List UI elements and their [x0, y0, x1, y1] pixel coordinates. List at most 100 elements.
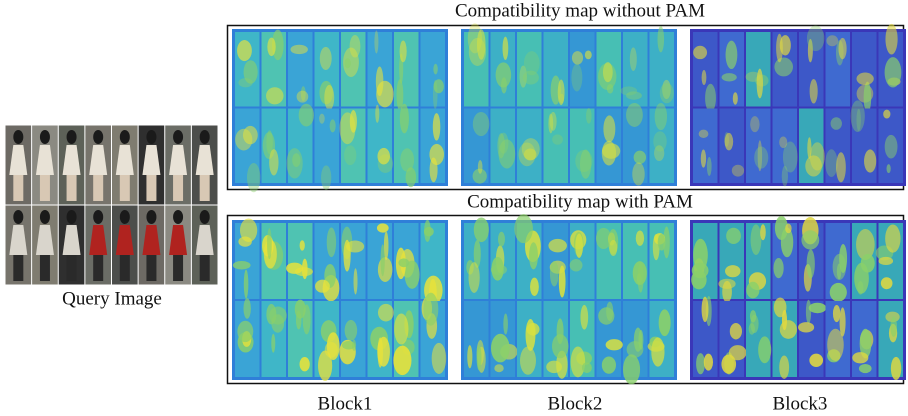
map-blob	[606, 302, 613, 321]
map-blob	[722, 73, 737, 81]
map-blob	[572, 51, 583, 65]
map-blob	[266, 87, 283, 104]
map-blob	[287, 148, 303, 178]
map-blob	[345, 58, 351, 68]
map-blob	[374, 30, 378, 53]
query-legs	[200, 175, 210, 201]
map-blob	[881, 277, 893, 289]
query-legs	[67, 175, 77, 201]
query-head	[200, 130, 210, 144]
map-blob	[702, 70, 707, 85]
map-blob	[430, 157, 438, 182]
map-blob	[423, 293, 438, 326]
map-blob	[552, 334, 568, 358]
map-blob	[550, 261, 559, 286]
map-blob	[350, 35, 361, 58]
map-blob	[701, 150, 706, 168]
map-blob	[634, 151, 646, 164]
query-legs	[67, 255, 77, 281]
map-blob	[320, 47, 332, 70]
block-label: Block1	[318, 393, 373, 414]
block-label: Block3	[773, 393, 828, 414]
map-blob	[885, 135, 898, 159]
map-blob	[837, 264, 841, 280]
query-legs	[40, 175, 50, 201]
map-blob	[602, 141, 616, 166]
map-blob	[750, 310, 756, 322]
map-cell	[288, 223, 313, 299]
map-cell	[623, 223, 648, 299]
map-blob	[297, 91, 309, 103]
map-blob	[807, 26, 825, 52]
map-blob	[705, 84, 716, 112]
map-blob	[400, 104, 409, 134]
map-blob	[659, 309, 671, 336]
query-head	[40, 130, 50, 144]
map-blob	[636, 231, 644, 246]
map-blob	[494, 364, 503, 372]
map-blob	[626, 91, 642, 99]
map-blob	[271, 334, 275, 353]
map-blob	[810, 142, 825, 170]
map-blob	[883, 110, 890, 119]
map-blob	[303, 304, 311, 334]
map-blob	[467, 345, 472, 368]
map-blob	[603, 115, 615, 142]
query-legs	[173, 175, 183, 201]
map-blob	[498, 232, 505, 247]
map-blob	[550, 112, 557, 131]
map-blob	[530, 278, 539, 296]
map-blob	[520, 346, 536, 374]
map-blob	[318, 351, 332, 381]
map-blob	[879, 257, 893, 265]
map-blob	[780, 35, 791, 55]
map-blob	[575, 234, 583, 258]
map-blob	[571, 346, 586, 377]
map-blob	[342, 341, 355, 349]
query-head	[146, 210, 156, 224]
map-blob	[319, 114, 325, 124]
query-head	[40, 210, 50, 224]
map-blob	[626, 103, 643, 127]
map-blob	[785, 224, 791, 234]
map-blob	[559, 265, 566, 297]
map-blob	[725, 265, 740, 277]
map-blob	[580, 305, 588, 330]
map-blob	[885, 57, 902, 87]
map-blob	[780, 320, 797, 339]
map-blob	[760, 224, 766, 240]
map-blob	[243, 298, 250, 319]
map-blob	[468, 23, 482, 53]
map-blob	[375, 105, 379, 123]
map-blob	[497, 133, 505, 158]
map-blob	[725, 133, 734, 151]
map-blob	[658, 234, 666, 251]
map-blob	[376, 67, 384, 97]
map-blob	[864, 149, 876, 172]
map-blob	[267, 38, 275, 56]
map-blob	[891, 357, 901, 380]
map-blob	[830, 283, 847, 302]
query-legs	[200, 255, 210, 281]
map-blob	[831, 117, 842, 130]
query-legs	[93, 255, 103, 281]
map-blob	[602, 356, 616, 373]
map-blob	[885, 24, 897, 55]
map-blob	[733, 92, 738, 104]
map-blob	[377, 223, 389, 232]
map-blob	[350, 110, 357, 133]
map-blob	[269, 307, 286, 325]
bottom-title: Compatibility map with PAM	[467, 191, 693, 212]
map-blob	[726, 41, 738, 69]
query-legs	[40, 255, 50, 281]
map-blob	[491, 257, 503, 281]
map-blob	[632, 162, 644, 185]
map-blob	[693, 46, 707, 59]
map-blob	[730, 323, 742, 339]
map-blob	[749, 323, 755, 335]
map-blob	[237, 40, 252, 61]
map-blob	[809, 303, 827, 313]
map-blob	[238, 78, 252, 87]
map-blob	[302, 259, 308, 280]
map-blob	[478, 160, 483, 174]
